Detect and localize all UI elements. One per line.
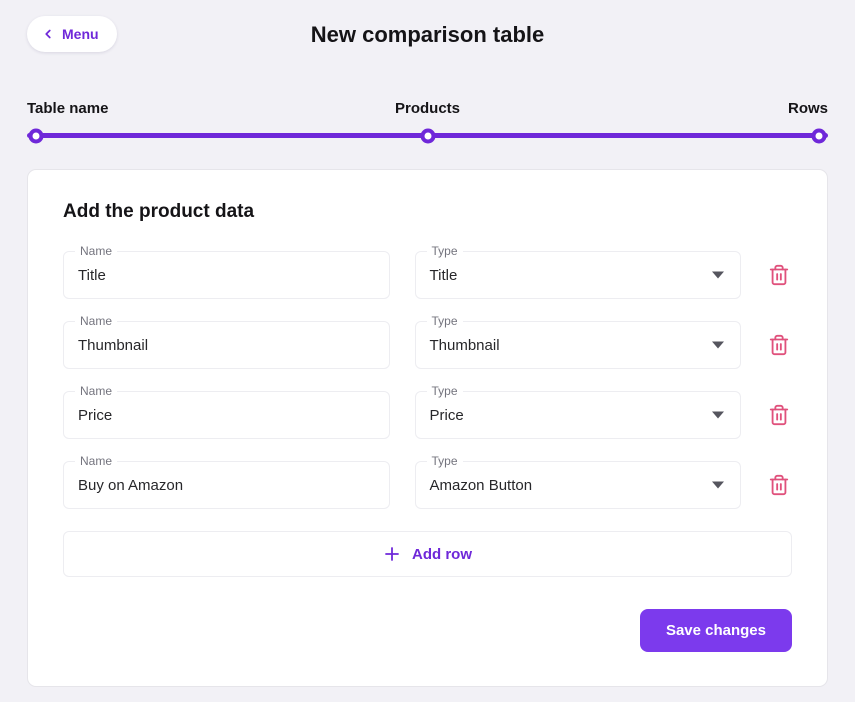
delete-row-button[interactable] bbox=[766, 472, 792, 498]
type-select-value: Price bbox=[429, 406, 464, 424]
page-title: New comparison table bbox=[310, 22, 545, 47]
delete-row-button[interactable] bbox=[766, 262, 792, 288]
type-field-label: Type bbox=[426, 454, 463, 469]
stepper: Table name Products Rows bbox=[27, 100, 828, 143]
type-select-value: Title bbox=[429, 266, 458, 284]
add-row-label: Add row bbox=[412, 545, 472, 563]
name-input[interactable] bbox=[64, 322, 389, 368]
name-field-label: Name bbox=[75, 244, 118, 259]
step-marker-rows[interactable] bbox=[811, 128, 827, 143]
name-field: Name bbox=[63, 384, 390, 439]
type-select[interactable]: Type Amazon Button bbox=[414, 454, 741, 509]
step-marker-table-name[interactable] bbox=[28, 128, 44, 143]
card-footer: Save changes bbox=[63, 609, 792, 652]
type-select-value: Thumbnail bbox=[429, 336, 500, 354]
product-data-card: Add the product data Name Type Title Nam… bbox=[27, 169, 828, 687]
type-select[interactable]: Type Thumbnail bbox=[414, 314, 741, 369]
type-field-label: Type bbox=[426, 314, 463, 329]
delete-row-button[interactable] bbox=[766, 402, 792, 428]
trash-icon bbox=[768, 264, 790, 286]
trash-icon bbox=[768, 474, 790, 496]
chevron-left-icon bbox=[41, 27, 55, 41]
name-input[interactable] bbox=[64, 252, 389, 298]
save-changes-button[interactable]: Save changes bbox=[639, 609, 792, 652]
chevron-down-icon bbox=[712, 341, 724, 349]
name-field: Name bbox=[63, 314, 390, 369]
trash-icon bbox=[768, 404, 790, 426]
type-select-value: Amazon Button bbox=[429, 476, 533, 494]
name-field-label: Name bbox=[75, 314, 118, 329]
plus-icon bbox=[383, 545, 401, 563]
progress-track bbox=[27, 128, 828, 143]
chevron-down-icon bbox=[712, 271, 724, 279]
step-label-rows: Rows bbox=[787, 100, 828, 117]
product-row: Name Type Amazon Button bbox=[63, 454, 792, 509]
type-select[interactable]: Type Price bbox=[414, 384, 741, 439]
trash-icon bbox=[768, 334, 790, 356]
name-input[interactable] bbox=[64, 462, 389, 508]
name-input[interactable] bbox=[64, 392, 389, 438]
step-label-table-name: Table name bbox=[27, 100, 109, 117]
product-row: Name Type Title bbox=[63, 244, 792, 299]
menu-button[interactable]: Menu bbox=[27, 16, 117, 52]
product-row: Name Type Price bbox=[63, 384, 792, 439]
type-select[interactable]: Type Title bbox=[414, 244, 741, 299]
step-label-products: Products bbox=[394, 100, 460, 117]
name-field-label: Name bbox=[75, 384, 118, 399]
name-field-label: Name bbox=[75, 454, 118, 469]
step-labels: Table name Products Rows bbox=[27, 100, 828, 117]
header: Menu New comparison table bbox=[0, 0, 855, 64]
name-field: Name bbox=[63, 244, 390, 299]
menu-button-label: Menu bbox=[62, 26, 99, 42]
type-field-label: Type bbox=[426, 384, 463, 399]
product-row: Name Type Thumbnail bbox=[63, 314, 792, 369]
add-row-button[interactable]: Add row bbox=[63, 531, 792, 577]
chevron-down-icon bbox=[712, 411, 724, 419]
step-marker-products[interactable] bbox=[420, 128, 435, 143]
chevron-down-icon bbox=[712, 481, 724, 489]
type-field-label: Type bbox=[426, 244, 463, 259]
name-field: Name bbox=[63, 454, 390, 509]
card-heading: Add the product data bbox=[63, 201, 255, 222]
delete-row-button[interactable] bbox=[766, 332, 792, 358]
